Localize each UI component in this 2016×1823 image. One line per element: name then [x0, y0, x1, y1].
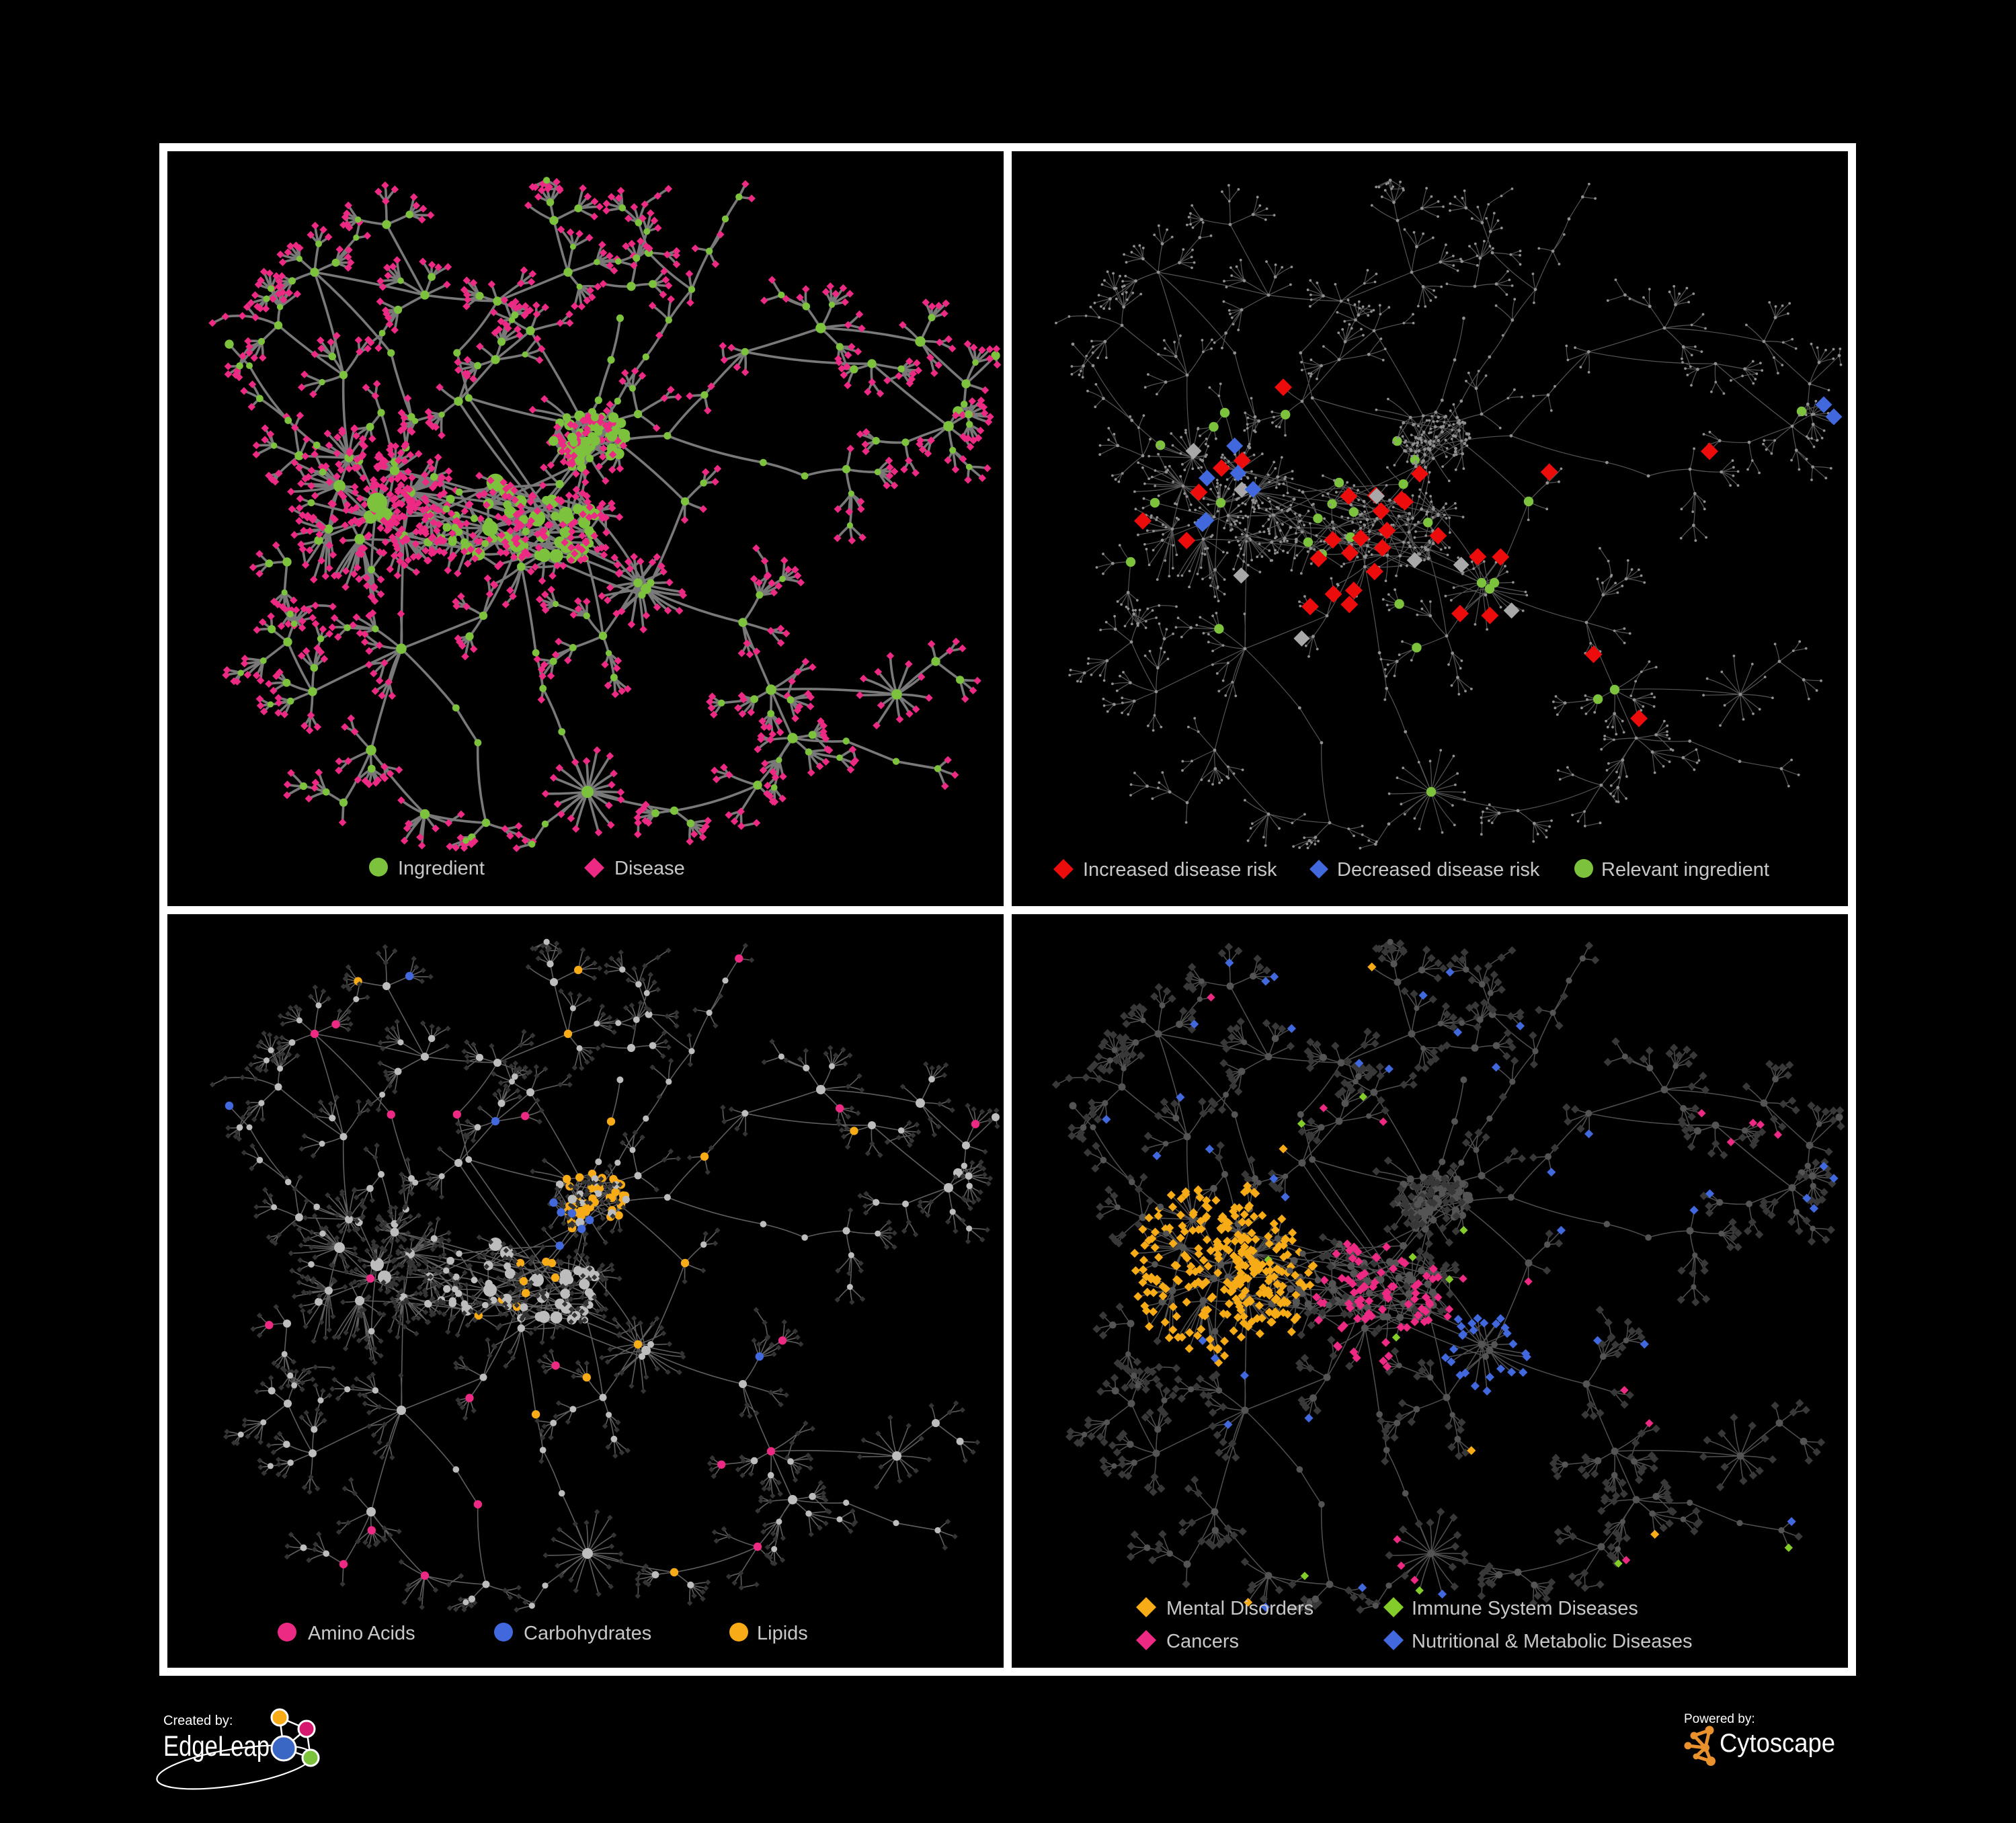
svg-text:Carbohydrates: Carbohydrates: [524, 1623, 651, 1644]
svg-text:Ingredient: Ingredient: [398, 858, 485, 879]
svg-text:Powered by:: Powered by:: [1684, 1712, 1755, 1726]
svg-text:Nutritional & Metabolic Diseas: Nutritional & Metabolic Diseases: [1412, 1631, 1692, 1652]
svg-text:Mental Disorders: Mental Disorders: [1166, 1598, 1314, 1619]
svg-text:Created by:: Created by:: [163, 1713, 233, 1728]
svg-text:Amino Acids: Amino Acids: [308, 1623, 415, 1644]
svg-text:Decreased disease risk: Decreased disease risk: [1337, 859, 1540, 881]
svg-text:Lipids: Lipids: [757, 1623, 808, 1644]
svg-text:Immune System Diseases: Immune System Diseases: [1412, 1598, 1638, 1619]
svg-text:Disease: Disease: [614, 858, 685, 879]
svg-text:Increased disease risk: Increased disease risk: [1083, 859, 1277, 881]
svg-text:Cancers: Cancers: [1166, 1631, 1239, 1652]
svg-text:EdgeLeap: EdgeLeap: [163, 1730, 270, 1763]
svg-text:Cytoscape: Cytoscape: [1720, 1729, 1835, 1758]
svg-text:Relevant ingredient: Relevant ingredient: [1601, 859, 1769, 881]
